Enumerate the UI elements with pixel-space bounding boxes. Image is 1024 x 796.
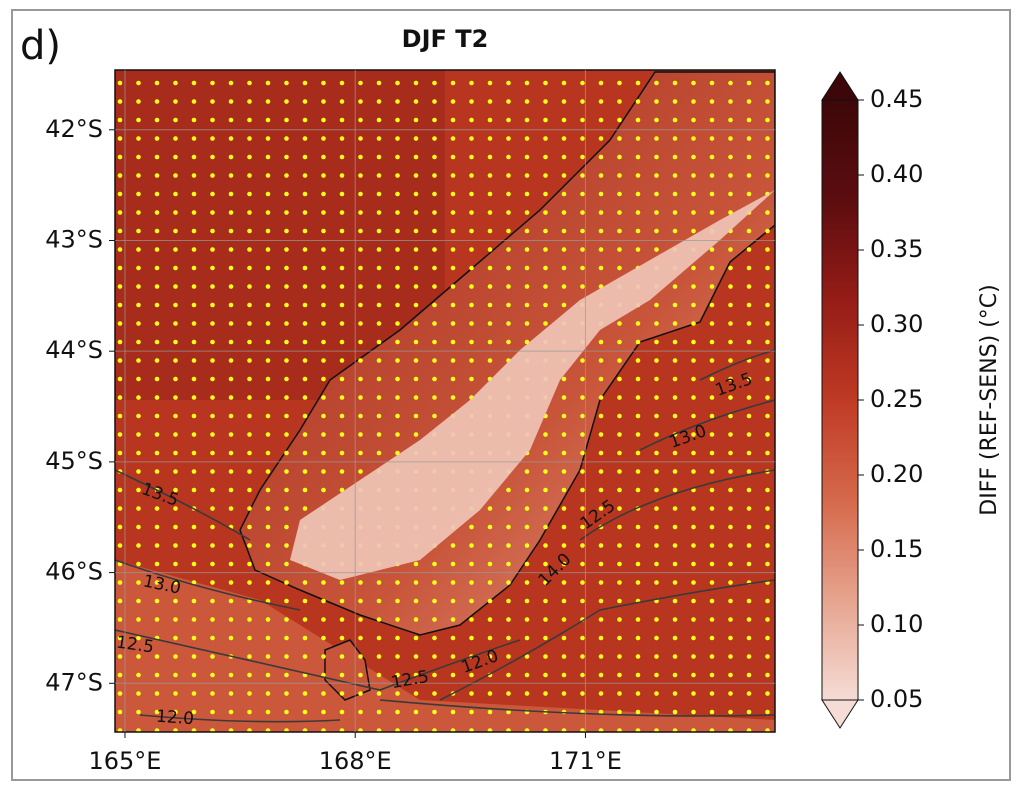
y-tick-label: 46°S: [45, 558, 103, 586]
contours: [115, 349, 775, 723]
colorbar-tick-label: 0.45: [870, 85, 923, 113]
contour-label: 12.0: [155, 707, 194, 730]
panel-label: d): [20, 23, 61, 69]
colorbar-tick-label: 0.05: [870, 685, 923, 713]
colorbar-tick-label: 0.10: [870, 610, 923, 638]
title: DJF T2: [402, 25, 489, 53]
colorbar-tick-label: 0.20: [870, 460, 923, 488]
y-tick-label: 43°S: [45, 225, 103, 253]
colorbar-extend-min: [821, 699, 859, 729]
y-tick-label: 47°S: [45, 668, 103, 696]
colorbar-extend-max: [821, 71, 859, 101]
frame: [11, 9, 1011, 781]
x-tick-label: 165°E: [88, 747, 161, 775]
x-tick-label: 168°E: [319, 747, 392, 775]
colorbar: [822, 100, 858, 700]
colorbar-tick-label: 0.15: [870, 535, 923, 563]
colorbar-tick-label: 0.25: [870, 385, 923, 413]
colorbar-tick-label: 0.35: [870, 235, 923, 263]
interior-light: [290, 190, 775, 580]
colorbar-label: DIFF (REF-SENS) (°C): [977, 284, 1002, 515]
stipple: [115, 70, 775, 732]
y-tick-label: 42°S: [45, 115, 103, 143]
y-tick-label: 45°S: [45, 447, 103, 475]
map: [115, 70, 775, 732]
colorbar-tick-label: 0.40: [870, 160, 923, 188]
x-tick-label: 171°E: [549, 747, 622, 775]
colorbar-tick-label: 0.30: [870, 310, 923, 338]
map-border: [114, 69, 776, 733]
y-tick-label: 44°S: [45, 336, 103, 364]
